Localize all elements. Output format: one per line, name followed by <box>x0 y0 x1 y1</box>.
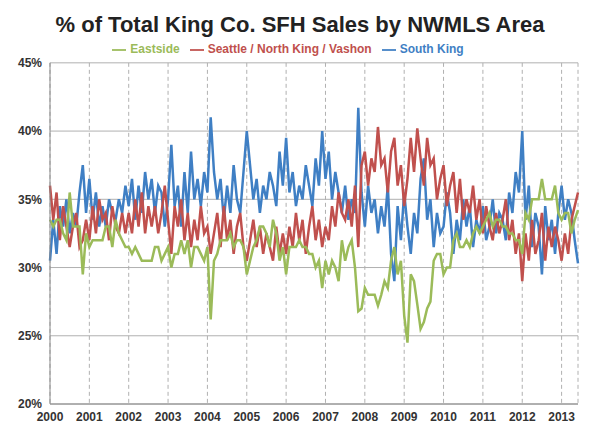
svg-text:45%: 45% <box>18 56 42 70</box>
svg-text:2010: 2010 <box>430 410 457 424</box>
html-text:Seattle / North King / Vashon: Seattle / North King / Vashon <box>207 42 372 56</box>
svg-text:2012: 2012 <box>509 410 536 424</box>
svg-text:2000: 2000 <box>37 410 64 424</box>
svg-text:2003: 2003 <box>155 410 182 424</box>
svg-text:2007: 2007 <box>312 410 339 424</box>
html-text:% of Total King Co. SFH Sales: % of Total King Co. SFH Sales by NWMLS A… <box>55 12 545 37</box>
svg-text:2006: 2006 <box>273 410 300 424</box>
svg-text:2011: 2011 <box>470 410 496 424</box>
svg-text:25%: 25% <box>18 329 42 343</box>
svg-text:40%: 40% <box>18 124 42 138</box>
svg-text:2002: 2002 <box>115 410 142 424</box>
svg-text:2008: 2008 <box>351 410 378 424</box>
svg-text:35%: 35% <box>18 193 42 207</box>
svg-text:30%: 30% <box>18 261 42 275</box>
svg-text:2009: 2009 <box>391 410 418 424</box>
html-text:Eastside: Eastside <box>130 42 180 56</box>
svg-text:2013: 2013 <box>548 410 575 424</box>
svg-text:2004: 2004 <box>194 410 221 424</box>
svg-text:2005: 2005 <box>233 410 260 424</box>
svg-text:20%: 20% <box>18 397 42 411</box>
html-text:South King: South King <box>399 42 464 56</box>
svg-text:2001: 2001 <box>76 410 103 424</box>
